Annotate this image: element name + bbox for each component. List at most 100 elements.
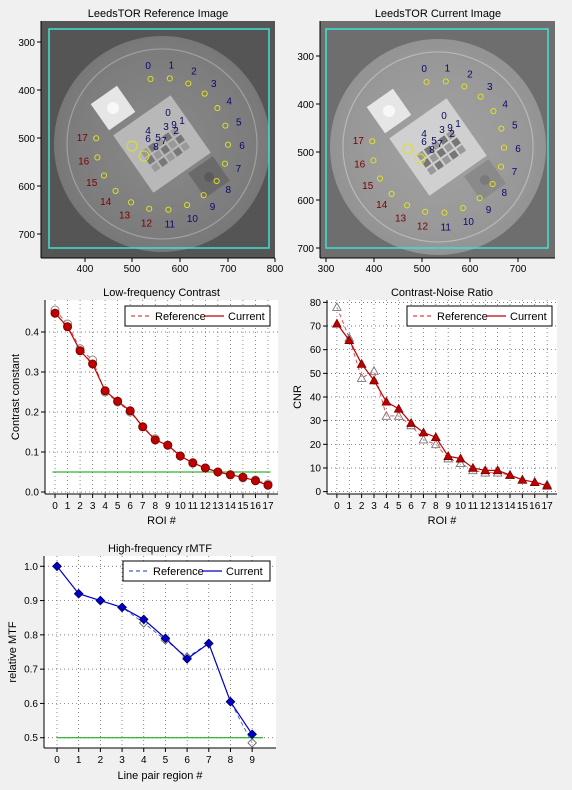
current-grey-dot <box>480 175 490 185</box>
current-image-title: LeedsTOR Current Image <box>375 8 501 20</box>
current-center-roi-circle <box>414 153 426 165</box>
contrast-current-marker <box>150 435 160 445</box>
current-center-label: 9 <box>447 123 453 134</box>
reference-center-label: 6 <box>145 134 151 145</box>
cnr-y-tick-label: 70 <box>310 322 322 333</box>
cnr-current-marker <box>331 318 342 328</box>
current-grid-cell <box>426 165 437 176</box>
current-roi-circle <box>500 144 508 151</box>
contrast-current-marker <box>200 463 210 473</box>
contrast-x-tick-label: 14 <box>225 501 237 512</box>
contrast-x-axis-label: ROI # <box>147 515 177 527</box>
current-center-label: 5 <box>431 136 437 147</box>
cnr-reference-marker <box>381 410 392 420</box>
contrast-current-marker <box>75 346 85 356</box>
reference-roi-circle <box>112 187 119 194</box>
current-roi-circle <box>422 208 429 215</box>
reference-roi-label: 9 <box>210 202 216 213</box>
reference-grid-cell <box>172 146 183 157</box>
contrast-x-tick-label: 3 <box>90 501 96 512</box>
current-roi-label: 10 <box>463 217 475 228</box>
reference-grid-cell <box>162 132 173 142</box>
current-grid-cell <box>443 142 454 153</box>
reference-roi-label: 1 <box>169 61 175 72</box>
cnr-reference-marker <box>331 301 342 311</box>
cnr-current-marker <box>455 453 466 463</box>
cnr-x-tick-label: 16 <box>529 501 541 512</box>
reference-roi-label: 5 <box>236 118 242 129</box>
reference-roi-circle <box>221 160 229 167</box>
contrast-current-marker <box>113 396 123 406</box>
cnr-reference-marker <box>418 434 429 444</box>
rmtf-current-marker <box>225 696 236 707</box>
contrast-current-marker <box>175 451 185 461</box>
reference-center-label: 3 <box>163 122 169 133</box>
current-y-tick-label: 600 <box>297 196 314 207</box>
high-frequency-rmtf-chart: 0 1 2 3 4 5 6 7 8 9 0.5 0.6 0.7 0.8 0.9 1.0 High-frequen… <box>7 543 276 782</box>
current-center-label: 2 <box>449 129 455 140</box>
reference-y-tick-label: 400 <box>18 86 35 97</box>
reference-roi-label: 3 <box>211 79 217 90</box>
contrast-x-tick-label: 12 <box>200 501 212 512</box>
reference-grid-cell <box>167 139 178 150</box>
cnr-y-tick-label: 30 <box>310 416 322 427</box>
current-roi-circle <box>370 157 377 164</box>
cnr-y-tick-label: 60 <box>310 345 322 356</box>
reference-grid-cell <box>160 144 171 155</box>
current-x-tick-label: 600 <box>462 264 479 275</box>
cnr-y-tick-label: 10 <box>310 463 322 474</box>
current-roi-circle <box>441 209 448 216</box>
rmtf-current-marker <box>52 561 62 572</box>
current-roi-circle <box>423 78 430 86</box>
reference-center-label: 9 <box>171 120 177 131</box>
reference-grid-cell <box>150 162 161 173</box>
current-center-label: 8 <box>429 145 435 156</box>
reference-grid-cell <box>180 141 191 152</box>
current-roi-label: 4 <box>502 99 508 110</box>
current-roi-label: 8 <box>501 188 507 199</box>
rmtf-x-axis-label: Line pair region # <box>117 770 203 782</box>
rmtf-y-tick-label: 0.8 <box>24 630 38 641</box>
current-grid-cell <box>451 137 461 148</box>
current-y-tick-label: 400 <box>297 100 314 111</box>
cnr-current-marker <box>369 375 379 385</box>
cnr-x-tick-label: 0 <box>334 501 340 512</box>
reference-white-dot <box>107 102 119 114</box>
reference-grid-cell <box>165 152 176 162</box>
current-roi-label: 1 <box>445 64 451 75</box>
contrast-y-tick-label: 0.0 <box>25 488 39 499</box>
reference-roi-circle <box>146 205 153 212</box>
current-grid-cell <box>456 144 467 155</box>
contrast-legend: Reference Current <box>124 305 271 327</box>
reference-center-label: 7 <box>161 136 167 147</box>
current-roi-label: 12 <box>417 221 429 232</box>
rmtf-current-marker <box>117 602 127 613</box>
rmtf-y-tick-label: 0.5 <box>24 733 38 744</box>
contrast-x-tick-label: 1 <box>65 501 71 512</box>
current-roi-label: 5 <box>512 121 518 132</box>
reference-roi-circle <box>94 154 101 161</box>
contrast-y-tick-label: 0.1 <box>25 448 39 459</box>
cnr-x-tick-label: 8 <box>433 501 439 512</box>
current-x-tick-label: 700 <box>510 264 527 275</box>
contrast-chart-title: Low-frequency Contrast <box>103 287 220 299</box>
cnr-current-marker <box>492 465 503 475</box>
low-frequency-contrast-chart: 0 1 2 3 4 5 6 7 8 9 10 11 12 13 14 15 16 170.00.10.20.30.… <box>10 287 278 527</box>
current-grid-cell <box>438 135 449 145</box>
reference-roi-circle <box>213 177 220 185</box>
reference-center-label: 8 <box>153 142 159 153</box>
contrast-x-tick-label: 15 <box>237 501 249 512</box>
cnr-plot-area <box>327 300 557 494</box>
contrast-legend-label-reference: Reference <box>155 311 206 323</box>
contrast-current-marker <box>188 458 198 468</box>
contrast-x-tick-label: 4 <box>102 501 108 512</box>
current-line-pair-grid <box>416 130 467 176</box>
current-grid-cell <box>441 155 452 165</box>
contrast-current-marker <box>213 467 223 477</box>
reference-roi-label: 6 <box>239 141 245 152</box>
reference-x-tick-label: 800 <box>267 264 284 275</box>
current-grid-cell <box>434 160 444 171</box>
cnr-current-marker <box>480 465 491 475</box>
reference-grid-cell <box>147 142 158 153</box>
